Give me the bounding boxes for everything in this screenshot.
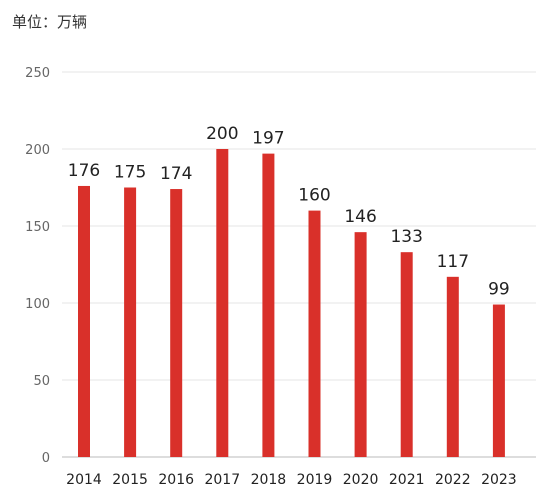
y-tick-label: 250: [25, 66, 50, 81]
data-label-2021: 133: [390, 227, 422, 247]
x-tick-label-2023: 2023: [481, 472, 517, 488]
bars: [78, 149, 505, 458]
bar-2014: [78, 185, 90, 457]
data-labels: 176 175 174 200 197 160 146 133 117 99: [68, 124, 510, 300]
x-tick-label-2021: 2021: [389, 472, 425, 488]
x-tick-label-2015: 2015: [112, 472, 148, 488]
data-label-2016: 174: [160, 164, 192, 184]
bar-2022: [446, 276, 459, 457]
x-tick-label-2020: 2020: [343, 472, 379, 488]
x-tick-label-2022: 2022: [435, 472, 471, 488]
y-tick-label: 100: [25, 297, 50, 312]
x-axis: 2014 2015 2016 2017 2018 2019 2020 2021 2022 2023: [66, 472, 517, 488]
data-label-2014: 176: [68, 161, 100, 181]
data-label-2017: 200: [206, 124, 238, 144]
data-label-2023: 99: [488, 280, 510, 300]
x-tick-label-2017: 2017: [204, 472, 240, 488]
x-tick-label-2016: 2016: [158, 472, 194, 488]
y-tick-label: 0: [42, 451, 50, 466]
bar-2017: [216, 149, 229, 457]
bar-2018: [262, 153, 275, 457]
data-label-2019: 160: [298, 186, 330, 206]
bar-2016: [170, 189, 183, 458]
bar-2015: [124, 187, 137, 457]
y-axis: 0 50 100 150 200 250: [25, 66, 50, 466]
bar-2023: [492, 304, 505, 457]
x-tick-label-2014: 2014: [66, 472, 102, 488]
x-tick-label-2019: 2019: [297, 472, 333, 488]
y-tick-label: 200: [25, 143, 50, 158]
bar-2020: [354, 232, 367, 457]
data-label-2018: 197: [252, 129, 284, 149]
y-tick-label: 150: [25, 220, 50, 235]
data-label-2015: 175: [114, 163, 146, 183]
data-label-2022: 117: [437, 252, 469, 272]
y-tick-label: 50: [33, 374, 50, 389]
bar-2019: [308, 210, 321, 457]
x-tick-label-2018: 2018: [251, 472, 287, 488]
bar-2021: [400, 252, 413, 457]
unit-label: 单位：万辆: [12, 13, 87, 31]
data-label-2020: 146: [344, 207, 376, 227]
